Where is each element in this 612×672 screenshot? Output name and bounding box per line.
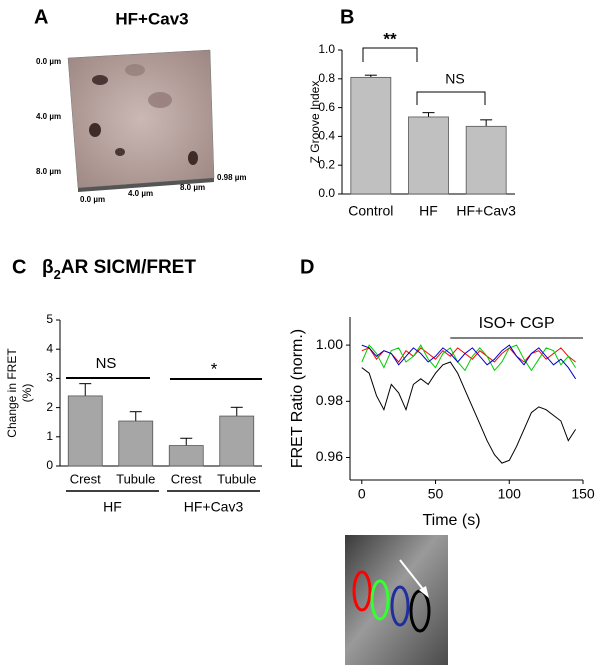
bar: [350, 76, 392, 195]
y-tick-label: 1: [46, 429, 53, 443]
y-tick-label: 1.0: [318, 42, 335, 56]
x-tick-label: 100: [498, 486, 522, 502]
title-part: 2: [54, 267, 61, 282]
data-line: [361, 347, 576, 363]
x-tick-label: HF: [419, 203, 438, 219]
significance: *: [211, 359, 218, 378]
y-axis-label: Z Groove Index: [308, 81, 322, 164]
y-tick-label: 0.6: [318, 100, 335, 114]
annotation: ISO+ CGP: [479, 315, 555, 332]
axis-label: 0.0 µm: [36, 57, 61, 66]
y-axis-label-line: (%): [20, 384, 34, 403]
bar: [465, 125, 507, 195]
bracket: [362, 47, 418, 62]
y-tick-label: 0.8: [318, 71, 335, 85]
bar: [118, 420, 154, 467]
x-tick-label: Crest: [70, 471, 101, 486]
y-tick-label: 1.00: [316, 336, 343, 352]
cell-image: [345, 535, 448, 665]
y-tick-label: 5: [46, 312, 53, 326]
axis-label: 8.0 µm: [180, 183, 205, 192]
significance: NS: [96, 355, 117, 372]
significance: **: [383, 29, 397, 48]
group-label: HF+Cav3: [184, 499, 244, 515]
axis-label: 0.0 µm: [80, 195, 105, 204]
y-tick-label: 0.4: [318, 129, 335, 143]
axis-label: 0.98 µm: [217, 173, 247, 182]
y-tick-label: 0.98: [316, 392, 343, 408]
y-tick-label: 3: [46, 371, 53, 385]
y-tick-label: 0.2: [318, 157, 335, 171]
axis-label: 8.0 µm: [36, 167, 61, 176]
panel-letter: A: [34, 6, 48, 28]
x-tick-label: Crest: [171, 471, 202, 486]
bar: [219, 415, 255, 467]
panel-letter: D: [300, 256, 314, 278]
axis-label: 4.0 µm: [128, 189, 153, 198]
panel-letter: C: [12, 256, 26, 278]
panel-title: HF+Cav3: [115, 9, 188, 28]
y-tick-label: 4: [46, 341, 53, 355]
title-part: β: [42, 257, 54, 278]
bar: [67, 395, 103, 467]
y-tick-label: 0.0: [318, 186, 335, 200]
y-axis-label: Change in FRET(%): [5, 348, 34, 438]
y-axis-label-line: Change in FRET: [5, 348, 19, 438]
title-part: AR SICM/FRET: [61, 257, 197, 278]
x-tick-label: 50: [428, 486, 444, 502]
axis-label: 4.0 µm: [36, 112, 61, 121]
y-tick-label: 0: [46, 458, 53, 472]
y-axis-label: FRET Ratio (norm.): [289, 329, 306, 468]
data-line: [361, 344, 577, 372]
x-tick-label: Tubule: [116, 471, 155, 486]
x-tick-label: 0: [358, 486, 366, 502]
data-line: [361, 361, 577, 464]
group-label: HF: [103, 499, 122, 515]
x-axis-label: Time (s): [422, 512, 480, 529]
bar: [168, 445, 204, 467]
x-tick-label: Control: [348, 203, 393, 219]
data-line: [361, 344, 577, 380]
bracket: [416, 91, 486, 105]
panel-letter: B: [340, 6, 354, 28]
x-tick-label: HF+Cav3: [456, 203, 516, 219]
x-tick-label: Tubule: [217, 471, 256, 486]
panel-title: β2AR SICM/FRET: [42, 257, 196, 282]
bar: [408, 116, 449, 195]
x-tick-label: 150: [571, 486, 595, 502]
afm-image: [67, 49, 215, 192]
y-tick-label: 2: [46, 400, 53, 414]
y-tick-label: 0.96: [316, 448, 343, 464]
significance: NS: [445, 71, 464, 87]
